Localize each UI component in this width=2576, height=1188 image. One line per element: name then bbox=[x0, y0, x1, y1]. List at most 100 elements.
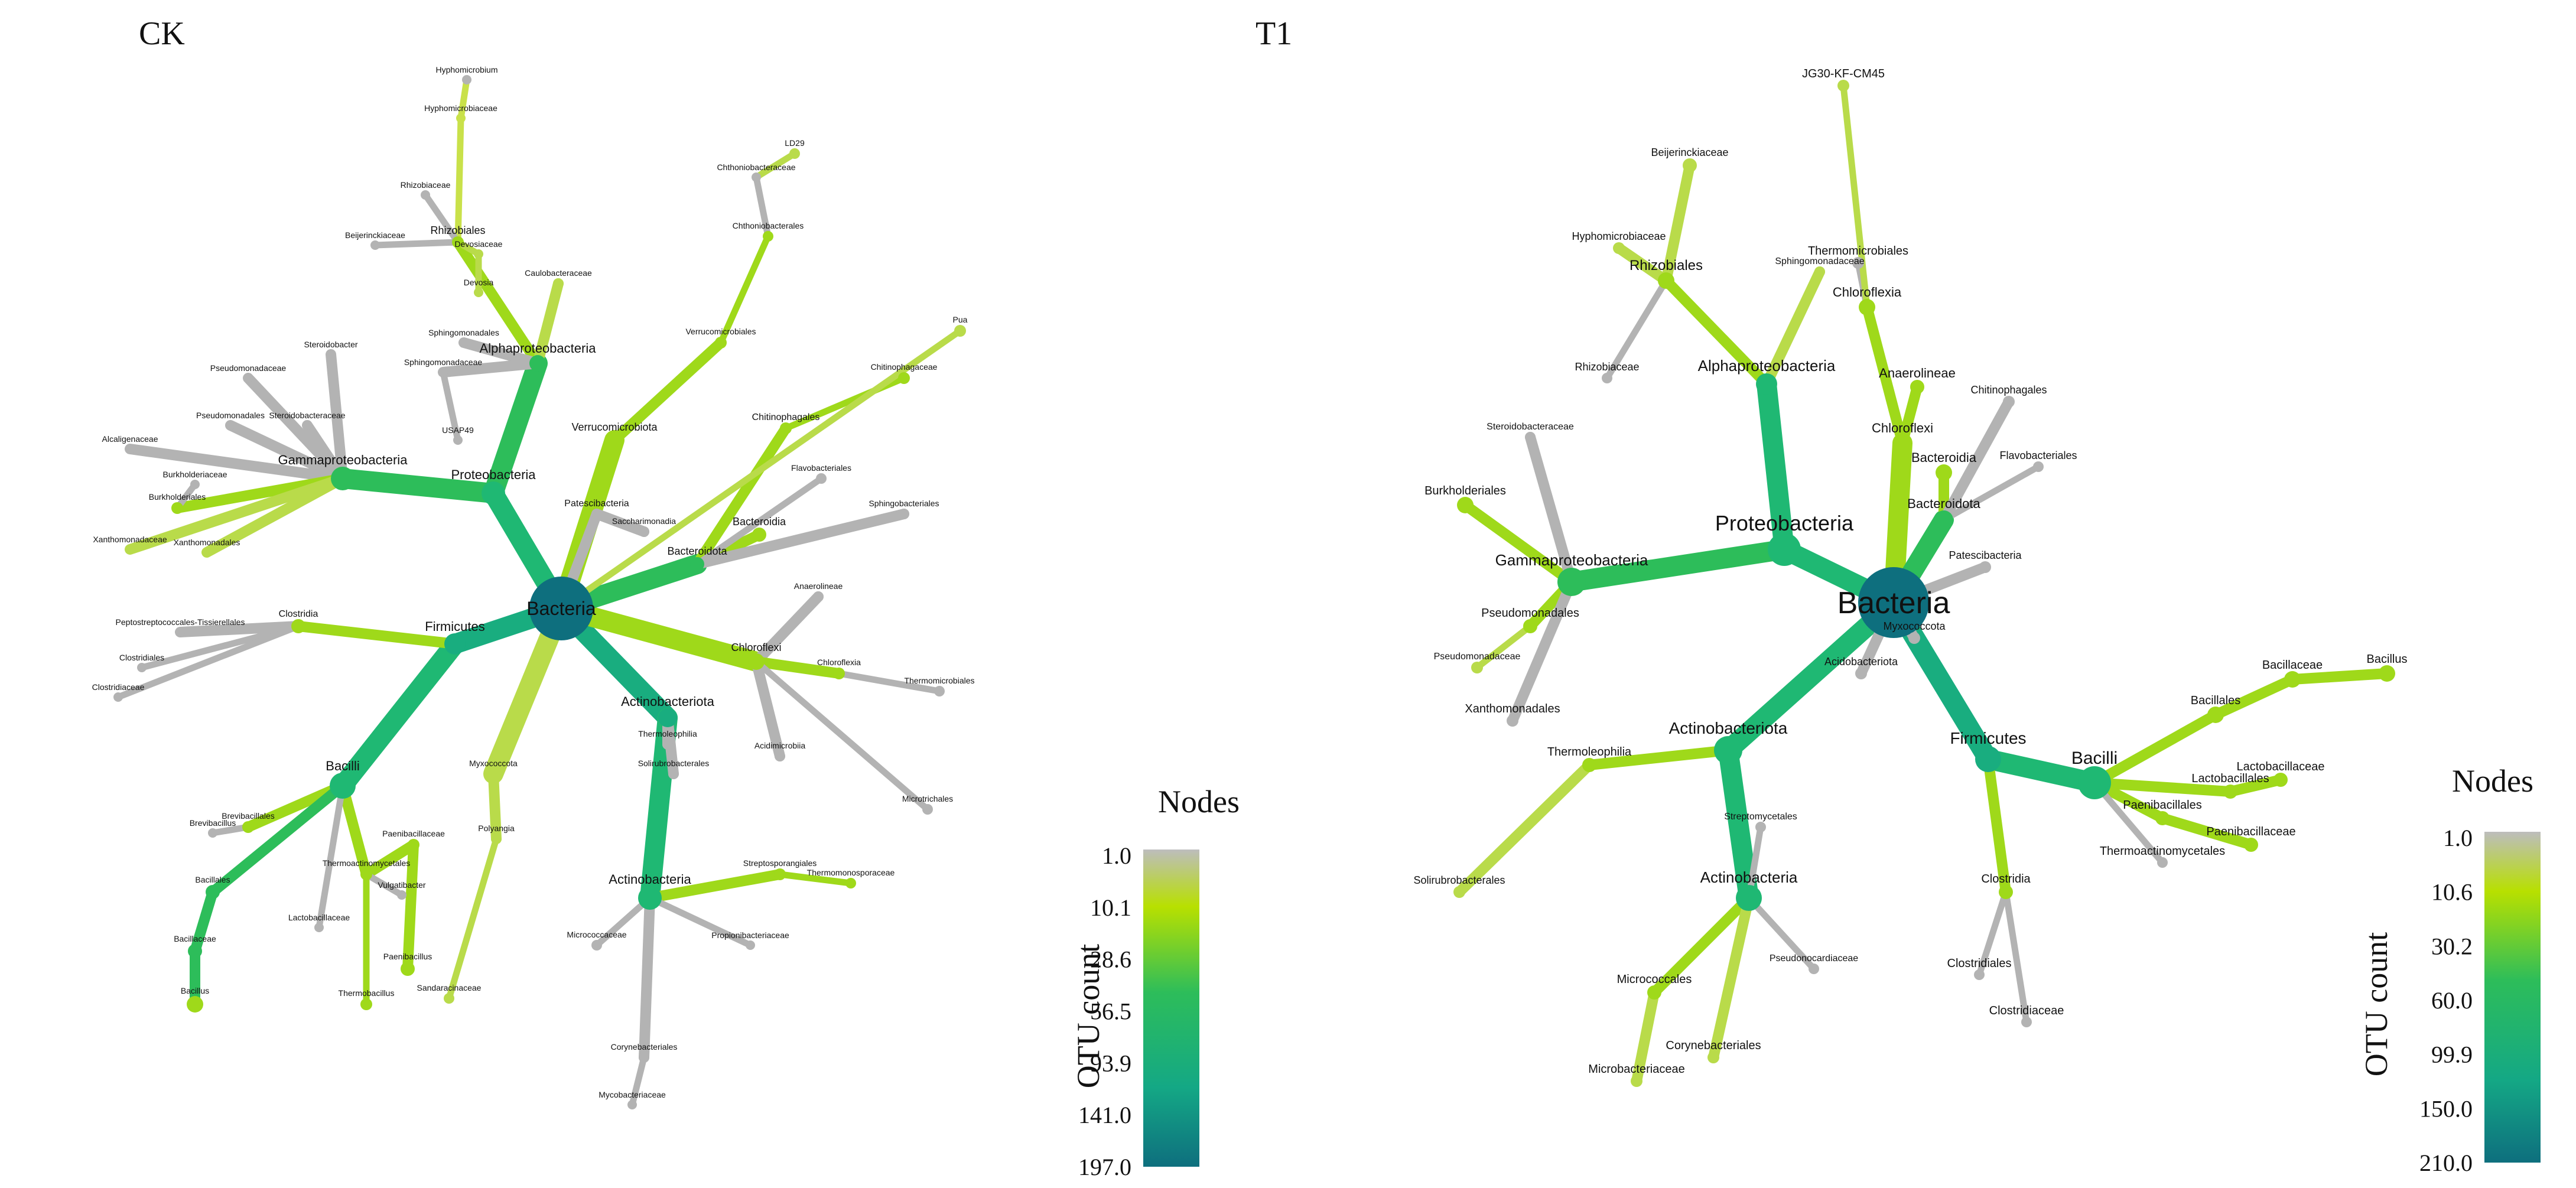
edge-alphaproteobacteria-rhizobiales bbox=[453, 237, 543, 369]
node-label-clostridiaceae: Clostridiaceae bbox=[1989, 1004, 2064, 1017]
edge-gammaproteobacteria-alcaligenaceae bbox=[125, 444, 348, 484]
legend-tick-t1-5: 150.0 bbox=[2419, 1095, 2473, 1122]
edge-bacteria-pua bbox=[558, 327, 964, 612]
node-brevibacillales bbox=[242, 821, 254, 833]
node-label-bacteria: Bacteria bbox=[526, 598, 596, 619]
edge-bacilli-thermoactinomycetales bbox=[2091, 779, 2166, 866]
legend-tick-ck-4: 93.9 bbox=[1090, 1050, 1131, 1076]
node-thermoactinomycetales bbox=[360, 868, 372, 880]
node-label-streptosporangiales: Streptosporangiales bbox=[743, 858, 817, 868]
node-label-bacillus: Bacillus bbox=[2367, 653, 2408, 666]
node-clostridia bbox=[291, 619, 305, 633]
node-bacilli bbox=[2078, 766, 2111, 799]
node-label-burkholderiaceae: Burkholderiaceae bbox=[163, 470, 227, 479]
legend-gradient-ck bbox=[1143, 849, 1199, 1167]
node-label-actinobacteriota: Actinobacteriota bbox=[621, 694, 715, 709]
edge-actinobacteria-streptosporangiales bbox=[645, 869, 785, 903]
node-burkholderiales bbox=[171, 502, 183, 514]
node-myxococcota bbox=[488, 769, 499, 779]
node-label-thermomicrobiales: Thermomicrobiales bbox=[904, 676, 974, 685]
edge-bacilli-lactobacillales bbox=[2089, 777, 2236, 797]
panel-ck: CK Bacteria Proteobacteria Alphaproteobact… bbox=[92, 15, 1240, 1180]
edge-alphaproteobacteria-sphingomonadaceae bbox=[1761, 266, 1825, 389]
node-acidimicrobiia bbox=[775, 751, 785, 761]
node-label-anaerolineae: Anaerolineae bbox=[794, 581, 843, 591]
edge-clostridia-clostridiaceae bbox=[115, 623, 302, 701]
edge-verrucomicrobiales-chthoniobacterales bbox=[717, 233, 772, 346]
node-sphingomonadaceae bbox=[438, 367, 448, 377]
node-bacteria bbox=[1858, 567, 1929, 638]
node-label-bacillus: Bacillus bbox=[181, 986, 209, 995]
node-label-chloroflexi: Chloroflexi bbox=[1872, 421, 1933, 435]
edge-sphingomonadaceae-usap49 bbox=[440, 369, 461, 444]
edge-proteobacteria-gammaproteobacteria bbox=[1562, 539, 1794, 592]
legend-tick-ck-2: 28.6 bbox=[1090, 946, 1131, 973]
legend-tick-ck-5: 141.0 bbox=[1078, 1102, 1131, 1128]
legend-gradient-t1 bbox=[2484, 832, 2541, 1163]
node-label-chloroflexi: Chloroflexi bbox=[731, 642, 781, 653]
nodes-ck bbox=[113, 75, 966, 1109]
edge-alphaproteobacteria-rhizobiales bbox=[1661, 275, 1772, 389]
node-proteobacteria bbox=[1768, 533, 1801, 566]
node-label-steroidobacteraceae: Steroidobacteraceae bbox=[1487, 422, 1574, 432]
node-lactobacillaceae bbox=[2273, 773, 2288, 787]
node-bacillaceae bbox=[2284, 671, 2301, 688]
node-verrucomicrobiales bbox=[715, 337, 727, 349]
node-label-chloroflexia: Chloroflexia bbox=[1833, 285, 1902, 300]
legend-tick-ck-0: 1.0 bbox=[1102, 842, 1131, 869]
node-label-clostridia: Clostridia bbox=[1981, 873, 2031, 886]
node-hyphomicrobiaceae bbox=[456, 113, 466, 123]
node-label-brevibacillales: Brevibacillales bbox=[222, 811, 274, 821]
node-steroidobacteraceae bbox=[303, 421, 312, 430]
node-label-thermomicrobiales: Thermomicrobiales bbox=[1808, 245, 1908, 258]
node-gammaproteobacteria bbox=[331, 467, 354, 490]
node-microbacteriaceae bbox=[1631, 1075, 1642, 1087]
node-label-gammaproteobacteria: Gammaproteobacteria bbox=[278, 453, 408, 467]
node-label-devosiaceae: Devosiaceae bbox=[455, 239, 503, 249]
panel-title-ck: CK bbox=[139, 15, 185, 52]
node-bacillales bbox=[2207, 707, 2224, 723]
node-label-pseudomonadales: Pseudomonadales bbox=[1481, 607, 1579, 620]
node-anaerolineae bbox=[813, 591, 824, 602]
node-label-sphingomonadaceae: Sphingomonadaceae bbox=[404, 357, 483, 367]
edge-gammaproteobacteria-xanthomonadales bbox=[1507, 577, 1577, 726]
node-firmicutes bbox=[1975, 746, 2001, 772]
node-label-thermoleophilia: Thermoleophilia bbox=[1547, 746, 1632, 759]
node-label-streptomycetales: Streptomycetales bbox=[1724, 812, 1797, 822]
node-xanthomonadales bbox=[1507, 715, 1518, 727]
node-label-clostridia: Clostridia bbox=[279, 609, 318, 619]
legend-axis-label-ck: OTU count bbox=[1071, 944, 1106, 1088]
node-gammaproteobacteria bbox=[1557, 568, 1586, 596]
node-label-solirubrobacterales: Solirubrobacterales bbox=[1413, 874, 1505, 886]
edge-chthoniobacterales-chthoniobacteraceae bbox=[753, 174, 772, 240]
legend-tick-t1-0: 1.0 bbox=[2443, 825, 2473, 851]
edge-bacteroidota-flavobacteriales bbox=[1940, 463, 2042, 523]
node-thermoleophilia bbox=[662, 739, 673, 750]
node-label-beijerinckiaceae: Beijerinckiaceae bbox=[1651, 147, 1728, 158]
node-proteobacteria bbox=[482, 481, 505, 505]
edge-proteobacteria-alphaproteobacteria bbox=[1757, 374, 1794, 559]
node-bacteroidia bbox=[752, 528, 766, 542]
node-label-propionibacteriaceae: Propionibacteriaceae bbox=[711, 930, 789, 940]
node-hyphomicrobium bbox=[462, 75, 471, 84]
node-label-bacillaceae: Bacillaceae bbox=[2262, 659, 2323, 672]
node-sphingomonadales bbox=[459, 338, 469, 347]
node-label-paenibacillaceae: Paenibacillaceae bbox=[2206, 825, 2295, 838]
node-label-hyphomicrobiaceae: Hyphomicrobiaceae bbox=[1572, 230, 1666, 242]
node-label-gammaproteobacteria: Gammaproteobacteria bbox=[1495, 551, 1648, 569]
edge-brevibacillales-brevibacillus bbox=[209, 824, 252, 837]
edge-rhizobiales-hyphomicrobiaceae bbox=[1614, 243, 1671, 286]
node-lactobacillaceae bbox=[314, 923, 324, 932]
edge-firmicutes-clostridia bbox=[1983, 754, 2011, 897]
node-pseudomonadaceae bbox=[243, 373, 253, 383]
node-label-pseudomonadaceae: Pseudomonadaceae bbox=[1434, 652, 1521, 662]
edge-bacillales-bacillaceae bbox=[2210, 674, 2298, 720]
legend-tick-t1-6: 210.0 bbox=[2419, 1150, 2473, 1176]
node-usap49 bbox=[453, 435, 463, 445]
edge-firmicutes-clostridia bbox=[293, 621, 460, 649]
node-hyphomicrobiaceae bbox=[1613, 242, 1625, 254]
node-label-alphaproteobacteria: Alphaproteobacteria bbox=[1698, 357, 1836, 375]
node-clostridiaceae bbox=[2021, 1017, 2032, 1027]
node-myxococcota bbox=[1908, 632, 1920, 644]
edge-bacteroidota-chitinophagales bbox=[692, 423, 791, 569]
